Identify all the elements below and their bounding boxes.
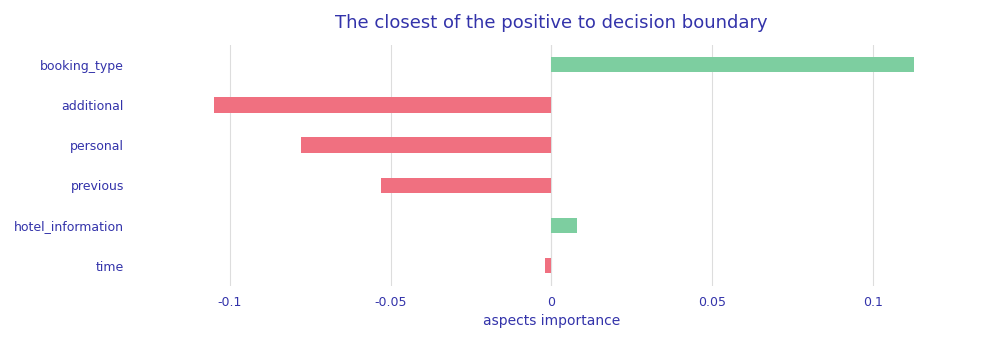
Bar — [381, 177, 551, 193]
Bar — [551, 57, 914, 72]
Bar — [214, 97, 551, 113]
Bar — [545, 258, 551, 273]
Title: The closest of the positive to decision boundary: The closest of the positive to decision … — [335, 14, 768, 32]
X-axis label: aspects importance: aspects importance — [483, 314, 620, 328]
Bar — [551, 218, 577, 233]
Bar — [301, 137, 551, 153]
